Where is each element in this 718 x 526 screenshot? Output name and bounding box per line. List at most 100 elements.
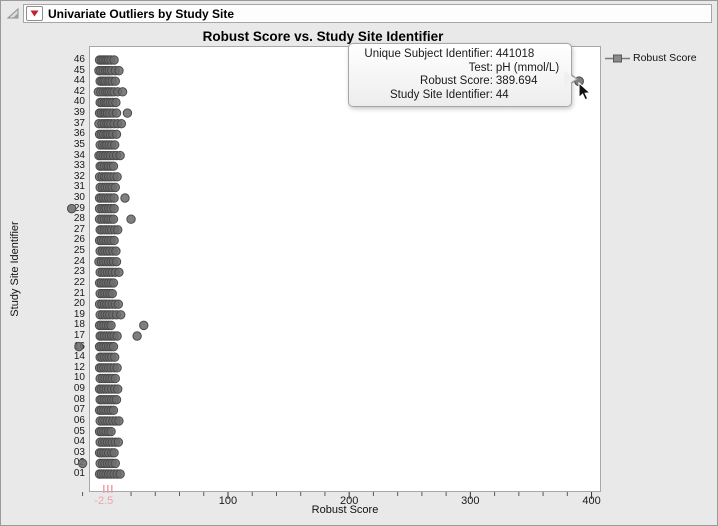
- y-tick-label: 22: [73, 276, 85, 288]
- data-point[interactable]: [111, 108, 122, 118]
- data-point[interactable]: [108, 341, 119, 352]
- data-point[interactable]: [115, 469, 125, 479]
- y-tick-label: 02: [33, 458, 85, 468]
- y-tick-label: 46: [73, 54, 85, 65]
- x-tick-label-highlighted: -2.5: [94, 495, 114, 507]
- data-point[interactable]: [110, 182, 120, 193]
- tooltip-row: Unique Subject Identifier: 441018: [357, 48, 563, 62]
- outline-title: Univariate Outliers by Study Site: [48, 6, 235, 21]
- data-point[interactable]: [108, 214, 119, 224]
- legend-item-robust-score[interactable]: Robust Score: [605, 52, 697, 64]
- y-tick-label: 18: [73, 319, 85, 331]
- y-tick-label: 33: [73, 160, 85, 172]
- data-point[interactable]: [116, 118, 127, 129]
- data-point[interactable]: [109, 448, 119, 458]
- tooltip-value: 44: [495, 88, 509, 101]
- y-tick-label: 06: [73, 414, 85, 426]
- plot-area[interactable]: [89, 46, 601, 492]
- data-point[interactable]: [108, 278, 119, 288]
- data-point[interactable]: [109, 352, 120, 362]
- y-tick-label: 17: [73, 330, 85, 341]
- y-tick-label: 34: [73, 149, 85, 161]
- data-point[interactable]: [77, 458, 88, 469]
- disclosure-triangle-icon[interactable]: [6, 7, 20, 20]
- y-tick-label: 01: [73, 468, 85, 479]
- data-point[interactable]: [114, 416, 124, 426]
- data-point[interactable]: [110, 373, 120, 384]
- data-point[interactable]: [113, 299, 124, 309]
- data-point[interactable]: [110, 458, 120, 469]
- y-tick-label: 31: [73, 181, 85, 193]
- x-tick-label: 200: [339, 495, 359, 507]
- data-point[interactable]: [114, 267, 124, 278]
- data-point[interactable]: [113, 225, 123, 235]
- data-point[interactable]: [113, 384, 123, 394]
- data-point[interactable]: [106, 426, 116, 437]
- y-tick-label: 07: [73, 404, 85, 416]
- y-tick-label: 36: [73, 128, 85, 140]
- data-point[interactable]: [107, 288, 117, 299]
- tooltip-row: Test: pH (mmol/L): [357, 62, 563, 76]
- y-tick-label: 05: [73, 425, 85, 437]
- data-point[interactable]: [109, 235, 119, 246]
- y-tick-label: 42: [73, 85, 85, 97]
- y-tick-label: 37: [73, 117, 85, 129]
- data-point[interactable]: [109, 140, 120, 150]
- y-tick-label: 29: [73, 202, 85, 214]
- y-tick-label: 21: [73, 287, 85, 299]
- y-tick-label: 20: [73, 298, 85, 310]
- y-tick-label: 23: [73, 266, 85, 278]
- data-point[interactable]: [116, 310, 126, 320]
- tooltip-row: Robust Score: 389.694: [357, 75, 563, 89]
- data-point[interactable]: [115, 150, 125, 161]
- y-tick-label: 27: [73, 223, 85, 235]
- data-point[interactable]: [111, 97, 121, 108]
- data-point[interactable]: [110, 76, 120, 86]
- y-tick-label: 44: [73, 75, 85, 87]
- data-point[interactable]: [106, 320, 116, 331]
- data-point[interactable]: [112, 331, 122, 341]
- tooltip-label: Unique Subject Identifier:: [364, 48, 493, 60]
- data-point[interactable]: [109, 55, 119, 65]
- data-point[interactable]: [108, 161, 119, 171]
- tooltip-value: pH (mmol/L): [495, 61, 560, 74]
- data-point[interactable]: [126, 214, 136, 224]
- x-tick-label: 100: [218, 495, 238, 507]
- data-point[interactable]: [122, 108, 133, 118]
- data-point[interactable]: [117, 87, 128, 97]
- hover-tooltip: Unique Subject Identifier: 441018 Test: pH …: [348, 43, 572, 107]
- y-tick-label: 09: [73, 383, 85, 395]
- data-point[interactable]: [132, 331, 142, 341]
- data-point[interactable]: [139, 320, 149, 331]
- data-point[interactable]: [113, 437, 124, 447]
- data-point[interactable]: [114, 65, 124, 76]
- x-axis-title[interactable]: Robust Score: [311, 504, 379, 516]
- data-point[interactable]: [111, 394, 122, 405]
- data-point[interactable]: [66, 203, 77, 214]
- red-triangle-menu-button[interactable]: [26, 6, 43, 21]
- x-tick-label: 400: [582, 495, 601, 507]
- data-point[interactable]: [109, 203, 119, 214]
- data-point[interactable]: [108, 405, 119, 416]
- data-point[interactable]: [112, 363, 122, 373]
- y-tick-label: 39: [73, 107, 85, 119]
- outline-header: Univariate Outliers by Study Site: [23, 4, 712, 23]
- y-tick-label: 35: [73, 138, 85, 150]
- y-tick-label: 19: [73, 308, 85, 320]
- y-tick-label: 26: [73, 234, 85, 246]
- data-point[interactable]: [120, 193, 130, 203]
- y-tick-label: 32: [73, 170, 85, 182]
- tooltip-label: Robust Score:: [420, 75, 493, 87]
- data-point[interactable]: [109, 193, 119, 203]
- data-point[interactable]: [111, 246, 121, 256]
- data-point[interactable]: [74, 341, 84, 352]
- data-point[interactable]: [111, 129, 122, 140]
- legend-label: Robust Score: [633, 52, 697, 64]
- y-axis-title[interactable]: Study Site Identifier: [9, 221, 21, 317]
- y-tick-label: 45: [73, 64, 85, 76]
- tooltip-callout-fill: [564, 71, 576, 87]
- data-point[interactable]: [112, 172, 122, 182]
- data-point[interactable]: [111, 256, 122, 267]
- red-triangle-icon: [30, 10, 39, 17]
